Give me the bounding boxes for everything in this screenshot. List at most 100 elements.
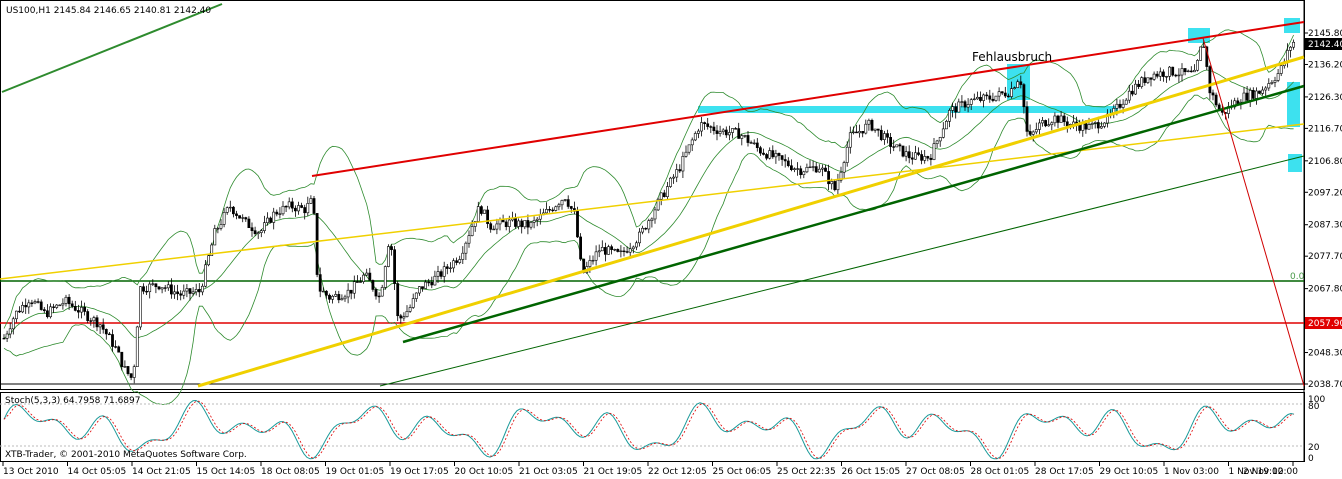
candle-body — [30, 302, 34, 304]
candle-body — [442, 266, 446, 277]
marked-price-box — [1305, 317, 1342, 329]
candle-body — [507, 219, 511, 227]
candle-body — [1131, 90, 1134, 95]
candle-body — [1267, 83, 1271, 89]
zone-top-1 — [1188, 28, 1210, 43]
stoch-signal-line — [3, 400, 1295, 459]
candle-body — [1193, 69, 1196, 73]
candle-body — [631, 246, 635, 250]
candle-body — [185, 288, 189, 292]
candle-body — [836, 179, 840, 191]
candle-body — [42, 309, 46, 312]
candle-body — [1202, 46, 1206, 48]
candle-body — [1000, 91, 1004, 94]
bollinger-lower — [3, 94, 1294, 405]
candle-body — [377, 295, 381, 298]
price-tick-label: 2097.20 — [1308, 188, 1342, 198]
candle-body — [737, 128, 741, 139]
candle-body — [39, 301, 43, 310]
candle-body — [92, 317, 96, 322]
candle-body — [182, 290, 186, 296]
candle-body — [867, 119, 871, 125]
candle-body — [684, 151, 688, 157]
candle-body — [591, 259, 595, 262]
time-tick-label: 1 Nov 03:00 — [1164, 467, 1219, 477]
candle-body — [5, 333, 9, 339]
time-tick-label: 19 Oct 17:05 — [390, 467, 449, 477]
candle-body — [458, 259, 462, 263]
candle-body — [117, 346, 121, 353]
candle-body — [455, 260, 459, 263]
candle-body — [811, 166, 815, 168]
candle-body — [262, 222, 266, 231]
candle-body — [718, 131, 722, 134]
candle-body — [712, 126, 716, 132]
candle-body — [951, 106, 955, 111]
candle-body — [824, 167, 827, 172]
candle-body — [1041, 120, 1044, 124]
candle-body — [132, 366, 136, 378]
candle-body — [1180, 68, 1184, 76]
candle-body — [830, 181, 834, 185]
candle-body — [814, 166, 818, 173]
candle-body — [910, 157, 914, 160]
candle-body — [52, 306, 56, 308]
candle-body — [139, 286, 142, 328]
candle-body — [653, 209, 657, 220]
time-tick-label: 25 Oct 06:05 — [713, 467, 772, 477]
candle-body — [1093, 122, 1097, 124]
candle-body — [966, 104, 970, 108]
candle-body — [932, 143, 936, 160]
time-tick-label: 28 Oct 01:05 — [971, 467, 1030, 477]
candle-body — [439, 271, 443, 277]
candle-body — [1056, 115, 1060, 123]
candle-body — [752, 142, 756, 145]
time-tick-label: 1 Nov 19:00 — [1229, 467, 1284, 477]
candle-body — [988, 95, 992, 100]
trendline-green-support — [402, 84, 1305, 344]
candle-body — [386, 246, 390, 267]
candle-body — [873, 128, 877, 131]
candle-body — [817, 168, 821, 173]
candle-body — [216, 227, 220, 230]
candle-body — [765, 154, 769, 159]
bollinger-bands — [3, 29, 1294, 405]
candle-body — [64, 296, 68, 304]
candle-body — [111, 334, 114, 347]
candle-body — [569, 206, 573, 209]
candle-body — [1115, 103, 1119, 109]
candle-body — [247, 218, 251, 229]
candle-body — [287, 201, 291, 208]
candle-body — [1084, 122, 1088, 130]
candle-body — [901, 145, 905, 157]
price-tick-label: 2116.70 — [1308, 124, 1342, 134]
candle-body — [83, 306, 87, 312]
candle-body — [675, 169, 679, 178]
candle-body — [1137, 83, 1141, 87]
candle-body — [461, 252, 465, 260]
candle-body — [1127, 90, 1131, 101]
candle-body — [535, 218, 539, 221]
time-tick-label: 13 Oct 2010 — [3, 467, 59, 477]
stoch-20-label: 20 — [1308, 443, 1320, 453]
candle-body — [36, 301, 40, 303]
candle-body — [67, 296, 71, 305]
candle-body — [557, 204, 561, 208]
candle-body — [467, 235, 471, 244]
candles — [2, 39, 1296, 384]
candle-body — [1270, 82, 1274, 84]
candle-body — [315, 213, 319, 275]
candle-body — [1149, 77, 1153, 80]
candle-body — [969, 99, 973, 105]
candle-body — [1189, 70, 1193, 73]
marked-price-label: 2057.90 — [1308, 319, 1342, 329]
bollinger-middle — [3, 69, 1294, 339]
candle-body — [954, 106, 958, 113]
candle-body — [312, 198, 316, 214]
candle-body — [514, 217, 517, 227]
time-axis-labels: 13 Oct 2010 14 Oct 05:05 14 Oct 21:05 15 Oc… — [2, 462, 1298, 477]
candle-body — [55, 304, 59, 308]
candle-body — [1016, 81, 1020, 88]
candle-body — [430, 282, 434, 286]
candle-body — [780, 155, 784, 160]
